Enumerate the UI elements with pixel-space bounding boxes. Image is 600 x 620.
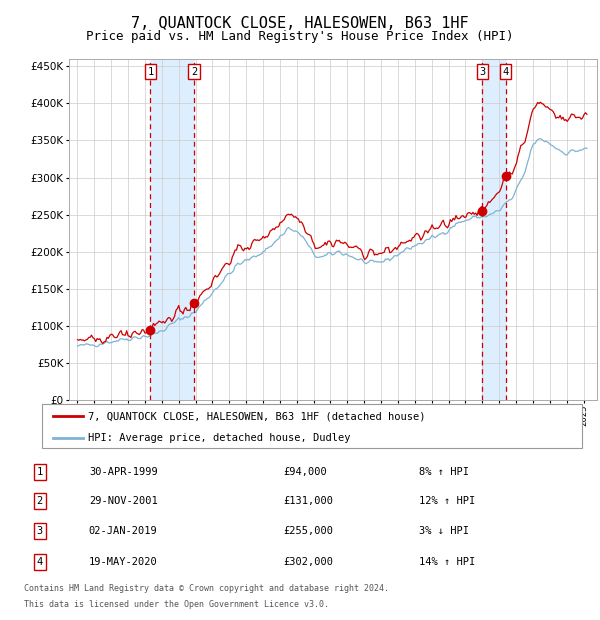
Text: 8% ↑ HPI: 8% ↑ HPI [419,467,469,477]
Text: 2: 2 [191,67,197,77]
Text: This data is licensed under the Open Government Licence v3.0.: This data is licensed under the Open Gov… [24,600,329,609]
Text: 29-NOV-2001: 29-NOV-2001 [89,496,158,506]
Text: 30-APR-1999: 30-APR-1999 [89,467,158,477]
Text: 4: 4 [502,67,509,77]
Text: 14% ↑ HPI: 14% ↑ HPI [419,557,475,567]
Text: 3: 3 [37,526,43,536]
Text: 7, QUANTOCK CLOSE, HALESOWEN, B63 1HF (detached house): 7, QUANTOCK CLOSE, HALESOWEN, B63 1HF (d… [88,411,425,421]
Text: HPI: Average price, detached house, Dudley: HPI: Average price, detached house, Dudl… [88,433,350,443]
Bar [151,59,194,400]
Text: £255,000: £255,000 [283,526,334,536]
Text: 3% ↓ HPI: 3% ↓ HPI [419,526,469,536]
Text: 7, QUANTOCK CLOSE, HALESOWEN, B63 1HF: 7, QUANTOCK CLOSE, HALESOWEN, B63 1HF [131,16,469,30]
Text: 12% ↑ HPI: 12% ↑ HPI [419,496,475,506]
Text: Contains HM Land Registry data © Crown copyright and database right 2024.: Contains HM Land Registry data © Crown c… [24,583,389,593]
Text: 3: 3 [479,67,485,77]
Text: 19-MAY-2020: 19-MAY-2020 [89,557,158,567]
FancyBboxPatch shape [42,404,582,448]
Text: £94,000: £94,000 [283,467,327,477]
Text: 02-JAN-2019: 02-JAN-2019 [89,526,158,536]
Text: 2: 2 [37,496,43,506]
Text: £131,000: £131,000 [283,496,334,506]
Text: 1: 1 [148,67,154,77]
Text: £302,000: £302,000 [283,557,334,567]
Bar [482,59,506,400]
Text: 1: 1 [37,467,43,477]
Text: 4: 4 [37,557,43,567]
Text: Price paid vs. HM Land Registry's House Price Index (HPI): Price paid vs. HM Land Registry's House … [86,30,514,43]
